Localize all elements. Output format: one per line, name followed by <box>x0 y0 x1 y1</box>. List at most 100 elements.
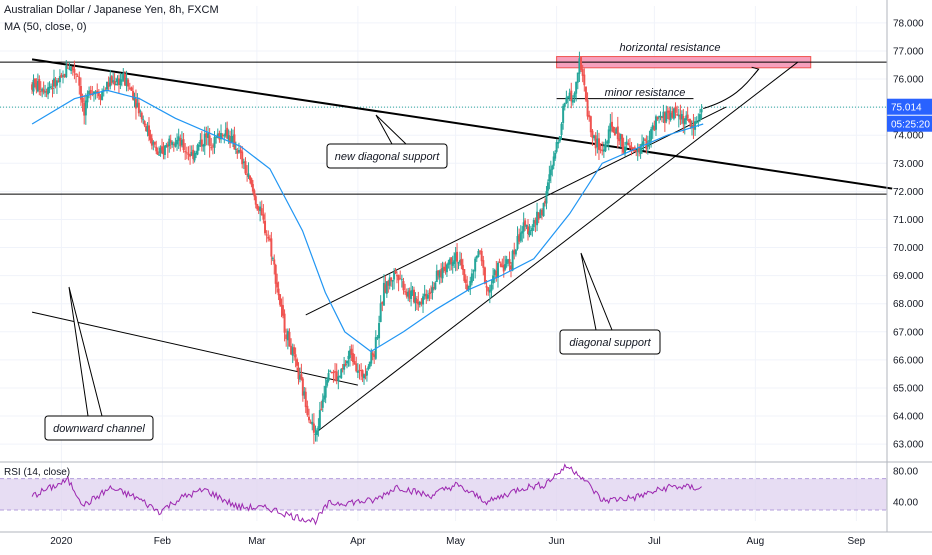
candle-body <box>312 423 315 433</box>
candle-body <box>643 139 646 141</box>
x-tick-label: Mar <box>248 536 266 547</box>
annotation-labels: horizontal resistance minor resistance new… <box>44 42 760 441</box>
candle-body <box>140 112 143 120</box>
candle-body <box>636 148 639 153</box>
candle-body <box>86 95 89 103</box>
candle-body <box>347 355 350 360</box>
candle-body <box>70 66 73 72</box>
candle-body <box>504 263 507 270</box>
new-diagonal-support-label: new diagonal support <box>335 151 441 163</box>
rsi-label: RSI (14, close) <box>4 467 71 478</box>
candle-body <box>184 151 187 153</box>
candle-body <box>599 149 602 151</box>
candle-body <box>130 87 133 91</box>
x-tick-label: 2020 <box>50 536 73 547</box>
candle-body <box>81 97 84 103</box>
last-price-text: 75.014 <box>891 103 922 114</box>
candle-body <box>450 257 453 265</box>
candle-body <box>524 220 527 226</box>
candle-body <box>429 291 432 293</box>
candle-body <box>457 262 460 264</box>
symbol-title: Australian Dollar / Japanese Yen, 8h, FX… <box>4 4 219 16</box>
candle-body <box>113 81 116 86</box>
candles <box>31 51 703 445</box>
candle-body <box>695 121 698 123</box>
diagonal-support-label: diagonal support <box>569 337 651 349</box>
candle-body <box>33 78 36 84</box>
candle-body <box>487 287 490 292</box>
candle-body <box>698 114 701 121</box>
candle-body <box>680 114 683 120</box>
candle-body <box>573 93 576 98</box>
rsi-band <box>0 478 887 511</box>
candle-body <box>565 97 568 103</box>
candle-body <box>395 275 398 277</box>
candle-body <box>663 112 666 123</box>
candle-body <box>276 282 279 288</box>
candle-body <box>464 279 467 283</box>
candle-body <box>323 395 326 400</box>
candle-body <box>48 86 51 89</box>
y-tick-label: 65.000 <box>893 383 924 394</box>
candle-body <box>665 111 668 122</box>
candle-body <box>242 161 245 164</box>
candle-body <box>283 313 286 333</box>
candle-body <box>575 81 578 94</box>
candle-body <box>274 264 277 284</box>
candle-body <box>540 209 543 216</box>
candle-body <box>615 128 618 134</box>
countdown-badge <box>887 115 932 132</box>
candle-body <box>102 89 105 91</box>
candle-body <box>537 212 540 220</box>
candle-body <box>277 288 280 296</box>
candle-body <box>685 115 688 120</box>
y-tick-label: 77.000 <box>893 46 924 57</box>
candle-body <box>117 78 120 86</box>
candle-body <box>490 284 493 291</box>
candle-body <box>418 301 421 305</box>
candle-body <box>58 76 61 83</box>
candle-body <box>166 144 169 147</box>
candle-body <box>552 156 555 166</box>
candle-body <box>496 263 499 278</box>
candle-body <box>234 149 237 151</box>
candle-body <box>668 110 671 120</box>
candle-body <box>247 173 250 177</box>
candle-body <box>75 73 78 75</box>
candle-body <box>251 184 254 192</box>
candle-body <box>394 270 397 274</box>
candle-body <box>71 66 74 71</box>
candle-body <box>632 147 635 150</box>
candle-body <box>344 364 347 366</box>
diagonal-support-line <box>315 61 799 434</box>
candle-body <box>405 291 408 297</box>
candle-body <box>648 140 651 144</box>
candle-body <box>116 78 119 83</box>
candle-body <box>498 261 501 263</box>
candle-body <box>417 301 420 305</box>
candle-body <box>666 110 669 113</box>
candle-body <box>78 76 81 86</box>
candle-body <box>618 138 621 142</box>
candle-body <box>385 281 388 294</box>
candle-body <box>477 251 480 257</box>
candle-body <box>511 250 514 271</box>
candle-body <box>443 266 446 270</box>
candle-body <box>531 227 534 231</box>
candle-body <box>301 378 304 396</box>
candle-body <box>196 145 199 155</box>
candle-body <box>426 294 429 299</box>
candle-body <box>654 116 657 130</box>
candle-body <box>588 115 591 118</box>
candle-body <box>499 263 502 267</box>
candle-body <box>474 258 477 272</box>
candle-body <box>334 371 337 373</box>
candle-body <box>62 75 65 77</box>
candle-body <box>679 114 682 120</box>
candle-body <box>627 142 630 146</box>
candle-body <box>536 211 539 226</box>
candle-body <box>38 79 41 91</box>
candle-body <box>231 136 234 138</box>
candle-body <box>461 264 464 270</box>
candle-body <box>257 207 260 211</box>
